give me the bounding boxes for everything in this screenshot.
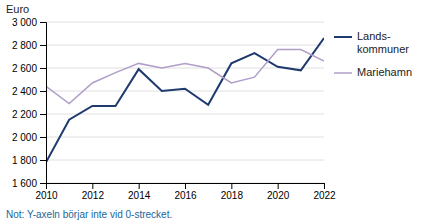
y-tick-label: 2 000 [12, 132, 37, 143]
y-tick-mark [40, 68, 46, 69]
x-tick: 2022 [313, 183, 336, 201]
x-tick-mark [46, 183, 47, 189]
legend-entry: Lands- kommuner [357, 30, 409, 56]
x-tick-label: 2010 [35, 190, 58, 201]
x-tick-label: 2020 [267, 190, 290, 201]
x-tick-mark [185, 183, 186, 189]
grid-line [46, 91, 324, 92]
y-tick-mark [40, 22, 46, 23]
x-tick-mark [139, 183, 140, 189]
y-axis-label: Euro [6, 3, 29, 15]
x-tick-mark [324, 183, 325, 189]
y-tick: 1 600 [12, 178, 46, 189]
grid-line [46, 137, 324, 138]
y-tick-mark [40, 114, 46, 115]
x-tick: 2018 [221, 183, 244, 201]
x-tick: 2016 [174, 183, 197, 201]
y-tick-label: 2 200 [12, 109, 37, 120]
x-tick-label: 2016 [174, 190, 197, 201]
grid-line [46, 45, 324, 46]
y-tick-label: 2 600 [12, 63, 37, 74]
y-tick-label: 2 400 [12, 86, 37, 97]
grid [46, 22, 324, 183]
y-tick: 2 000 [12, 132, 46, 143]
y-tick-label: 3 000 [12, 17, 37, 28]
footnote: Not: Y-axeln börjar inte vid 0-strecket. [6, 209, 172, 220]
series-line [46, 50, 324, 104]
y-tick-mark [40, 45, 46, 46]
series-line [46, 38, 324, 162]
y-axis-line [40, 23, 47, 184]
plot: 1 600 1 800 2 000 2 200 2 400 2 600 2 800 3 000… [12, 17, 336, 201]
y-tick: 2 800 [12, 40, 46, 51]
x-tick: 2020 [267, 183, 290, 201]
y-tick-mark [40, 137, 46, 138]
y-tick-label: 1 600 [12, 178, 37, 189]
series-group [46, 38, 324, 162]
x-tick: 2014 [128, 183, 151, 201]
x-tick-label: 2014 [128, 190, 151, 201]
y-axis: 1 600 1 800 2 000 2 200 2 400 2 600 2 800 3 000 [12, 17, 47, 189]
y-tick: 2 600 [12, 63, 46, 74]
legend-swatch [334, 36, 352, 38]
x-axis: 2010 2012 2014 2016 2018 2020 2022 [35, 183, 336, 201]
x-tick: 2012 [82, 183, 105, 201]
y-tick-label: 2 800 [12, 40, 37, 51]
legend [334, 37, 352, 73]
y-tick-mark [40, 160, 46, 161]
x-tick-label: 2018 [221, 190, 244, 201]
y-tick: 1 800 [12, 155, 46, 166]
y-tick: 3 000 [12, 17, 46, 28]
y-tick: 2 200 [12, 109, 46, 120]
x-tick-label: 2022 [313, 190, 336, 201]
legend-entry: Mariehamn [357, 66, 412, 79]
x-tick: 2010 [35, 183, 58, 201]
grid-line [46, 22, 324, 23]
x-tick-mark [92, 183, 93, 189]
x-axis-line [47, 184, 325, 190]
y-tick-mark [40, 91, 46, 92]
x-tick-label: 2012 [82, 190, 105, 201]
legend-swatch [334, 72, 352, 74]
x-tick-mark [231, 183, 232, 189]
grid-line [46, 114, 324, 115]
y-tick-label: 1 800 [12, 155, 37, 166]
x-tick-mark [278, 183, 279, 189]
y-tick: 2 400 [12, 86, 46, 97]
grid-line [46, 160, 324, 161]
y-tick-mark [40, 183, 46, 184]
